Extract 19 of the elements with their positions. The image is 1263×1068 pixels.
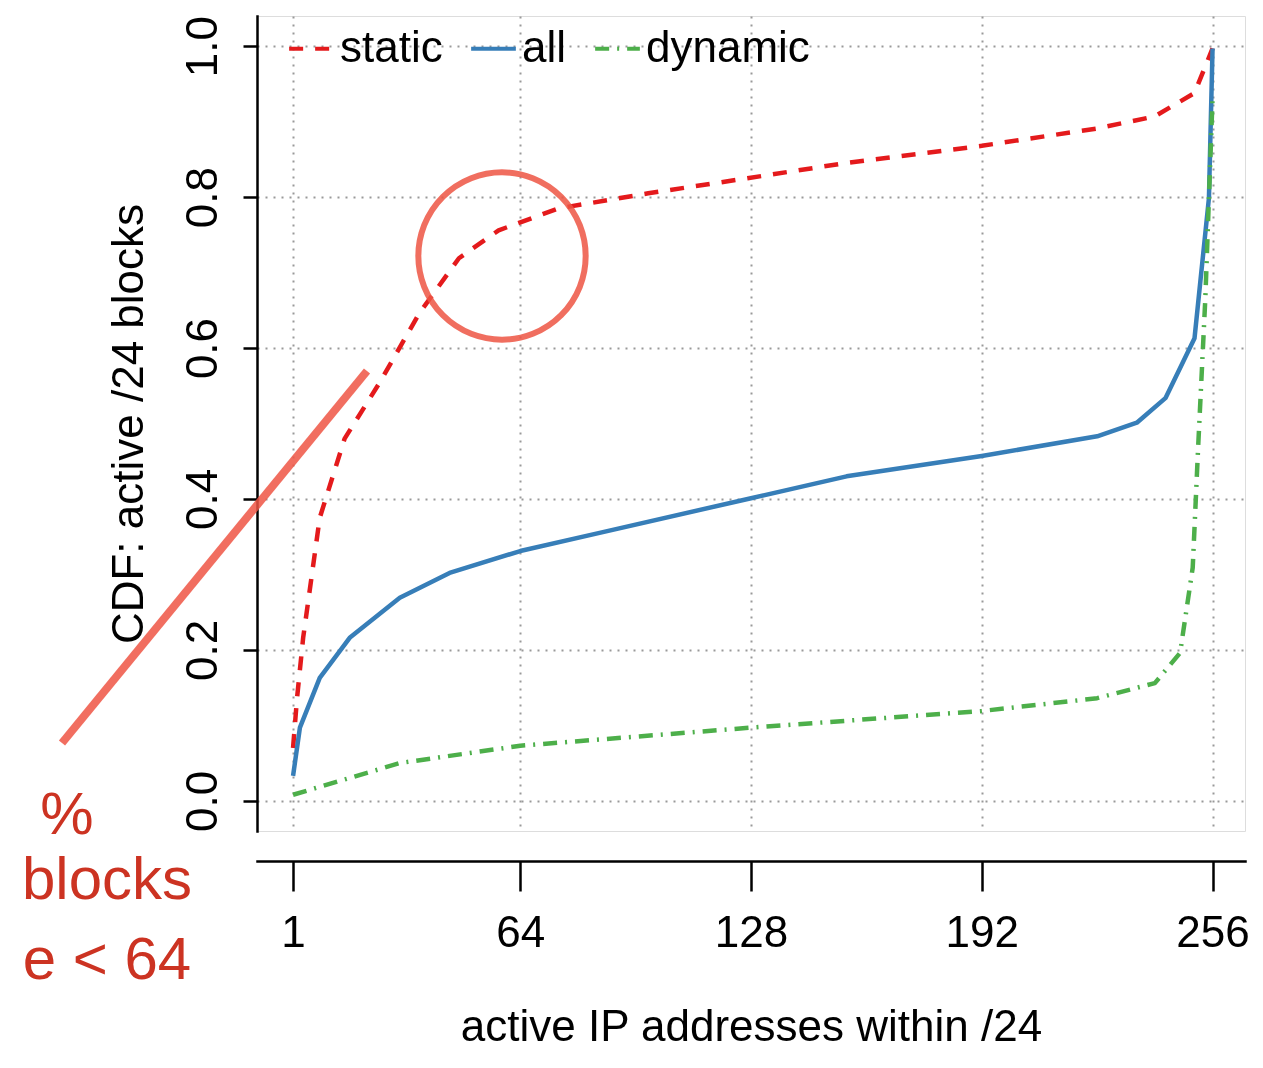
y-tick-label: 0.6: [176, 317, 226, 380]
text: %: [40, 780, 94, 847]
x-tick-label: 192: [945, 906, 1019, 956]
x-tick-label: 256: [1176, 906, 1250, 956]
x-axis-title: active IP addresses within /24: [460, 1000, 1043, 1050]
y-axis-title: CDF: active /24 blocks: [102, 203, 152, 645]
y-tick-label: 1.0: [176, 16, 226, 78]
text: e < 64: [22, 925, 192, 992]
x-tick-label: 64: [496, 906, 546, 956]
x-tick-label: 1: [281, 906, 306, 956]
y-tick-label: 0.8: [176, 167, 226, 229]
y-tick-label: 0.2: [176, 619, 226, 681]
x-tick-label: 128: [714, 906, 789, 956]
legend-label: all: [522, 21, 567, 71]
legend-label: dynamic: [646, 21, 810, 71]
y-tick-label: 0.4: [176, 468, 226, 531]
legend-label: static: [340, 21, 443, 71]
text: blocks: [21, 845, 193, 912]
y-tick-label: 0.0: [176, 770, 226, 832]
